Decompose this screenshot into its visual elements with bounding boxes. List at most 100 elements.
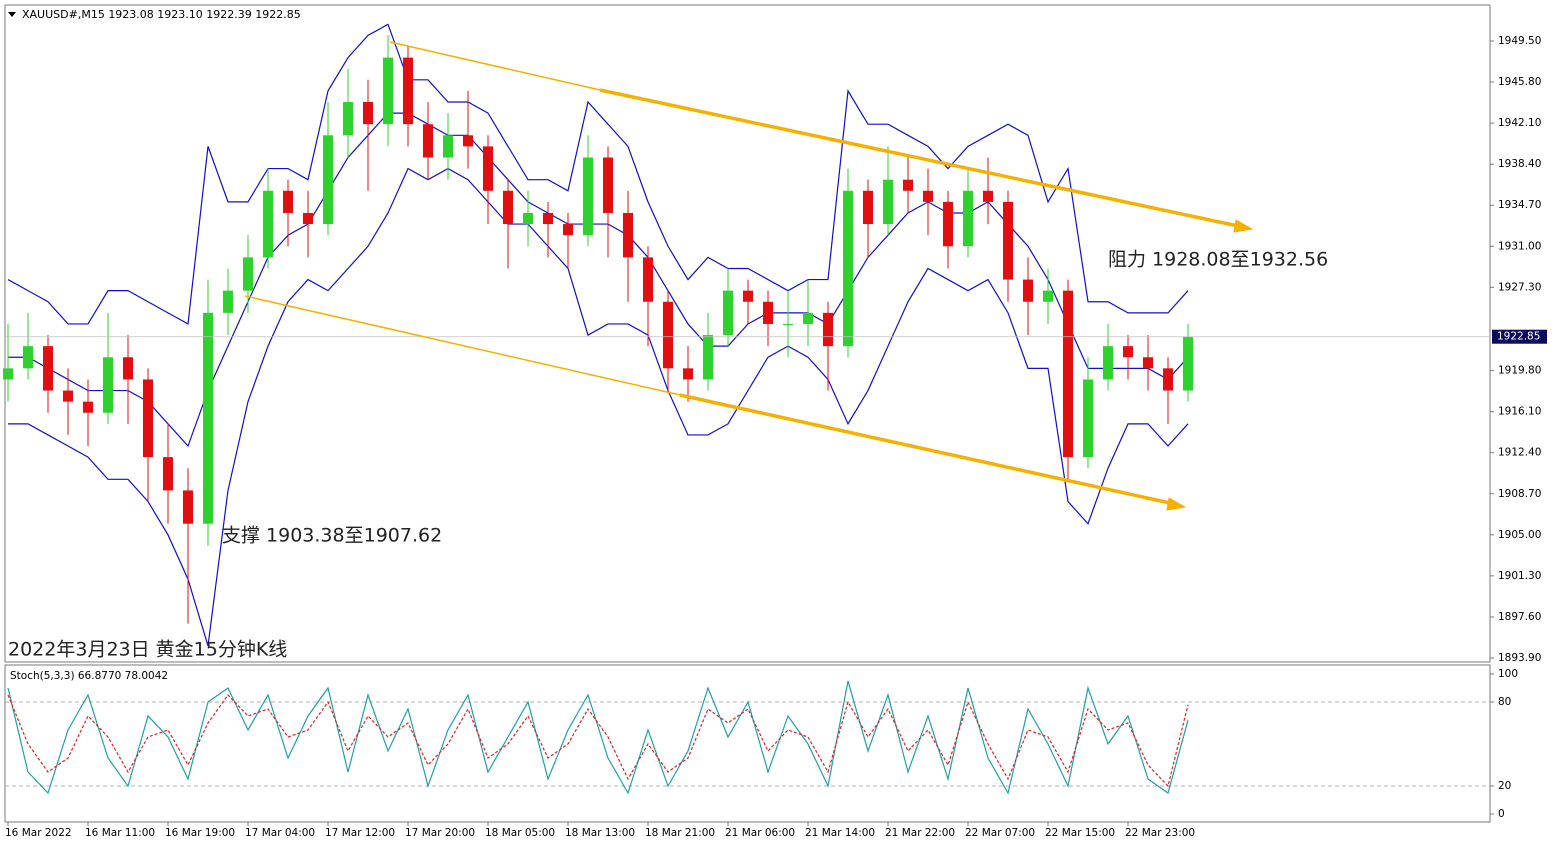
candle-body [423,124,433,158]
candle-body [863,190,873,225]
y-tick-label: 1942.10 [1498,117,1541,129]
candle-body [1183,336,1193,391]
x-tick-label: 22 Mar 15:00 [1045,827,1115,839]
x-tick-label: 17 Mar 20:00 [405,827,475,839]
channel-line [599,88,1239,228]
candle-body [463,135,473,147]
candle-body [1143,357,1153,369]
bollinger-lower [8,167,1189,646]
x-tick-label: 21 Mar 22:00 [885,827,955,839]
candle-body [443,135,453,158]
y-tick-label: 1934.70 [1498,199,1541,211]
x-tick-label: 16 Mar 11:00 [85,827,155,839]
y-tick-label: 1912.40 [1498,447,1541,459]
arrow-head [1166,497,1187,511]
candle-body [1063,290,1073,458]
candle-body [503,190,513,225]
candle-body [923,190,933,202]
indicator-title: Stoch(5,3,3) 66.8770 78.0042 [10,670,168,682]
symbol-header: XAUUSD#,M15 1923.08 1923.10 1922.39 1922… [22,8,301,21]
candle-body [883,179,893,225]
channel-line [244,295,681,396]
candle-body [703,335,713,380]
x-tick-label: 22 Mar 07:00 [965,827,1035,839]
x-tick-label: 21 Mar 14:00 [805,827,875,839]
candle-body [1023,279,1033,302]
annotation: 2022年3月23日 黄金15分钟K线 [8,639,287,661]
candle-body [843,190,853,347]
candle-body [143,379,153,458]
channel [244,41,1254,511]
candle-body [583,157,593,236]
candle-body [483,146,493,191]
candle-body [263,190,273,258]
candle-body [783,323,793,325]
candle-body [3,368,13,380]
candle-body [823,312,833,347]
candle-body [603,157,613,213]
y-tick-label: 1919.80 [1498,365,1541,377]
candle-body [663,301,673,369]
candle-body [723,290,733,336]
x-tick-label: 16 Mar 2022 [5,827,72,839]
y-tick-label: 1949.50 [1498,35,1541,47]
channel-line [679,393,1171,505]
candle-body [523,212,533,225]
y-tick-label: 20 [1498,780,1511,792]
candle-body [283,190,293,213]
candle-body [303,212,313,225]
x-tick-label: 21 Mar 06:00 [725,827,795,839]
candle-body [943,201,953,247]
y-tick-label: 1905.00 [1498,529,1541,541]
candle-body [543,212,553,225]
x-tick-label: 18 Mar 05:00 [485,827,555,839]
candle-body [1123,346,1133,358]
y-tick-label: 1945.80 [1498,76,1541,88]
candle-body [23,346,33,369]
annotation: 支撑 1903.38至1907.62 [222,525,442,547]
x-tick-label: 18 Mar 21:00 [645,827,715,839]
stoch-line [7,680,1189,795]
candle-body [1083,379,1093,458]
candle-body [363,101,373,125]
y-tick-label: 1927.30 [1498,281,1541,293]
candle-body [763,301,773,324]
candle-body [803,312,813,324]
annotation: 阻力 1928.08至1932.56 [1108,249,1328,271]
marks: 1949.50 1945.80 1942.10 1938.40 1934.70 1931.… [3,23,1547,839]
y-tick-label: 100 [1498,668,1518,680]
candle-body [63,390,73,402]
candle-body [623,212,633,258]
candle-body [343,101,353,136]
y-tick-label: 1908.70 [1498,488,1541,500]
candle-body [203,312,213,524]
candle-body [903,179,913,191]
current-price-label: 1922.85 [1497,331,1540,343]
x-tick-label: 22 Mar 23:00 [1125,827,1195,839]
candle-body [243,257,253,291]
y-tick-label: 1901.30 [1498,570,1541,582]
candle-body [103,357,113,413]
y-tick-label: 1938.40 [1498,158,1541,170]
y-tick-label: 0 [1498,808,1505,820]
channel-line [389,41,601,91]
x-tick-label: 17 Mar 04:00 [245,827,315,839]
candle-body [223,290,233,313]
candle-body [963,190,973,247]
candle-body [643,257,653,302]
stoch-panel [4,664,1491,823]
y-tick-label: 1897.60 [1498,611,1541,623]
candle-body [43,346,53,391]
x-tick-label: 18 Mar 13:00 [565,827,635,839]
candle-body [123,357,133,380]
collapse-icon[interactable] [8,12,16,17]
candle-body [163,457,173,491]
arrow-head [1233,219,1254,233]
x-tick-label: 16 Mar 19:00 [165,827,235,839]
y-tick-label: 1893.90 [1498,652,1541,664]
y-tick-label: 1916.10 [1498,406,1541,418]
candle-body [983,190,993,202]
main-panel [4,4,1491,663]
